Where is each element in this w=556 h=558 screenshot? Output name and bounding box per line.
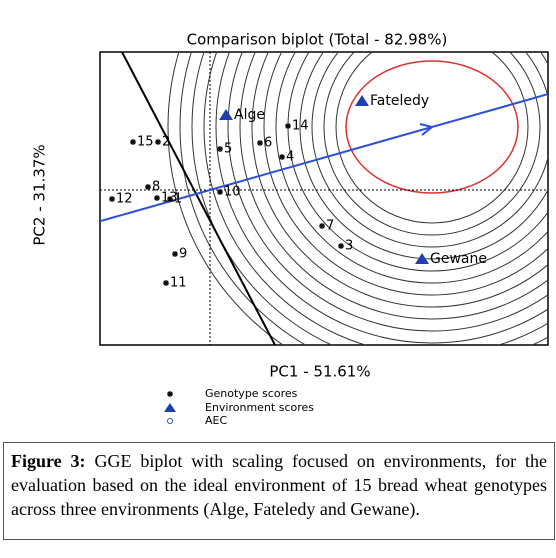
chart-title: Comparison biplot (Total - 82.98%) bbox=[187, 31, 448, 49]
ring bbox=[299, 52, 548, 260]
point-label: 15 bbox=[137, 135, 154, 150]
ring bbox=[179, 52, 307, 345]
point-label: 12 bbox=[116, 192, 133, 207]
point-label: 1 bbox=[174, 192, 182, 207]
plot-frame bbox=[99, 51, 549, 346]
point-label: 5 bbox=[224, 142, 232, 157]
ring bbox=[335, 52, 529, 224]
ring bbox=[251, 52, 548, 308]
ideal-circle bbox=[345, 60, 519, 194]
genotype-point bbox=[217, 189, 223, 195]
point-label: Fateledy bbox=[370, 93, 429, 109]
ring bbox=[311, 52, 548, 248]
legend-label: Genotype scores bbox=[205, 387, 298, 400]
genotype-point bbox=[285, 123, 291, 129]
legend-symbol bbox=[167, 418, 173, 424]
environment-point bbox=[219, 109, 233, 120]
aec-perpendicular bbox=[121, 52, 276, 345]
aec-line bbox=[100, 93, 548, 223]
ring bbox=[323, 52, 541, 236]
point-label: 4 bbox=[286, 150, 294, 165]
environment-point bbox=[415, 253, 429, 264]
aec-arrow bbox=[419, 123, 435, 136]
caption-label: Figure 3: bbox=[11, 451, 86, 471]
point-label: 3 bbox=[345, 239, 353, 254]
point-label: 9 bbox=[179, 247, 187, 262]
genotype-point bbox=[167, 196, 173, 202]
legend-symbol bbox=[167, 391, 173, 397]
point-label: 13 bbox=[161, 191, 178, 206]
ring bbox=[263, 52, 548, 296]
genotype-point bbox=[154, 195, 160, 201]
point-label: 10 bbox=[224, 185, 241, 200]
genotype-point bbox=[217, 146, 223, 152]
point-label: 7 bbox=[326, 219, 334, 234]
environment-point bbox=[355, 95, 369, 106]
genotype-point bbox=[163, 280, 169, 286]
caption: Figure 3: GGE biplot with scaling focuse… bbox=[3, 442, 555, 540]
genotype-point bbox=[257, 140, 263, 146]
point-label: 14 bbox=[292, 119, 309, 134]
genotype-point bbox=[109, 196, 115, 202]
ring bbox=[239, 52, 548, 320]
chart: Comparison biplot (Total - 82.98%) PC1 -… bbox=[31, 31, 549, 427]
ring bbox=[203, 52, 548, 345]
genotype-point bbox=[155, 139, 161, 145]
genotype-point bbox=[130, 139, 136, 145]
point-label: Alge bbox=[234, 107, 265, 123]
legend-symbol bbox=[164, 403, 176, 412]
ring bbox=[167, 52, 285, 345]
caption-text: GGE biplot with scaling focused on envir… bbox=[11, 451, 548, 519]
point-label: 6 bbox=[264, 136, 272, 151]
genotype-point bbox=[172, 251, 178, 257]
genotype-point bbox=[319, 223, 325, 229]
ring bbox=[215, 52, 548, 344]
y-axis-label: PC2 - 31.37% bbox=[31, 144, 49, 245]
genotype-point bbox=[338, 243, 344, 249]
ring bbox=[275, 52, 548, 284]
legend-label: Environment scores bbox=[205, 401, 314, 414]
genotype-point bbox=[145, 184, 151, 190]
legend-label: AEC bbox=[205, 414, 227, 427]
point-label: Gewane bbox=[430, 251, 487, 267]
ring bbox=[227, 52, 548, 332]
x-axis-label: PC1 - 51.61% bbox=[269, 363, 370, 381]
ring bbox=[191, 52, 548, 345]
point-label: 2 bbox=[162, 135, 170, 150]
point-label: 8 bbox=[152, 180, 160, 195]
genotype-point bbox=[279, 154, 285, 160]
point-label: 11 bbox=[170, 276, 187, 291]
